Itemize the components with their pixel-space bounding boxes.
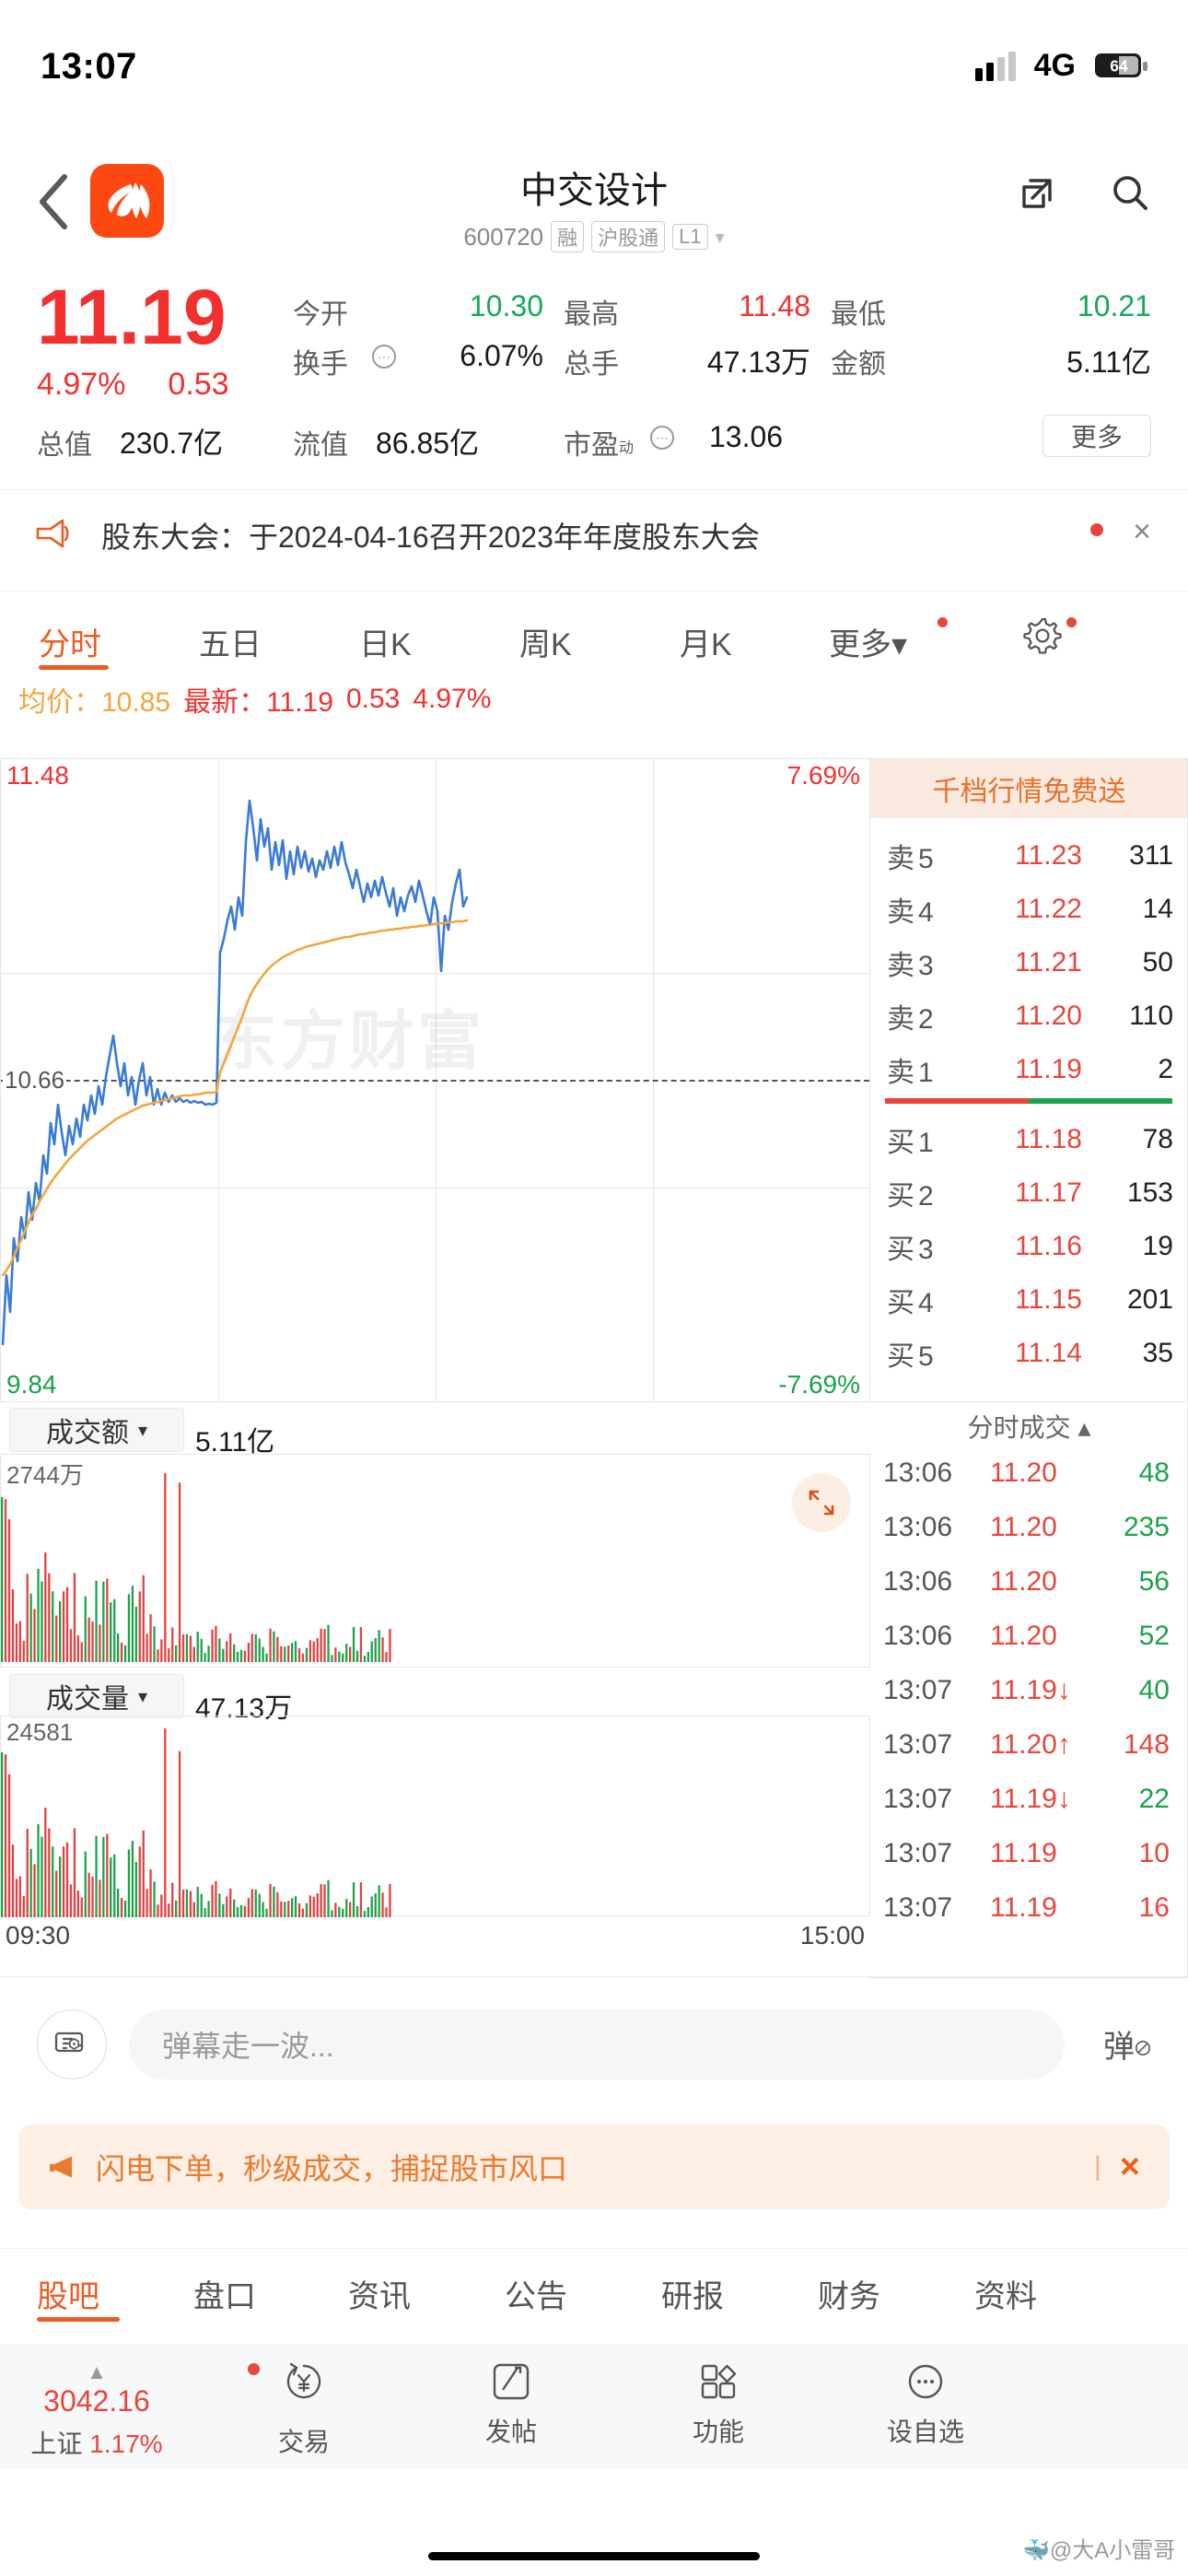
svg-text:64: 64 bbox=[1110, 56, 1128, 75]
